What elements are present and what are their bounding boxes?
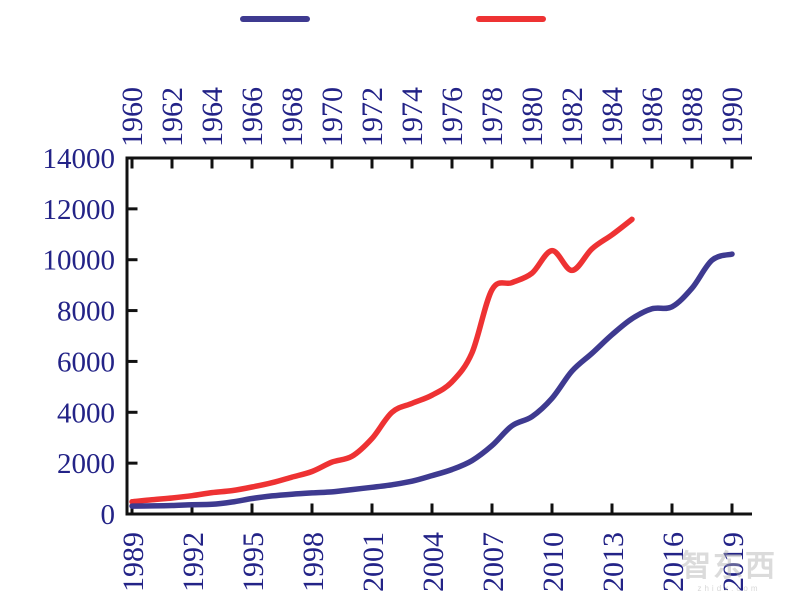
y-axis-tick-label: 2000 xyxy=(57,448,115,480)
top-x-axis-tick-label: 1966 xyxy=(236,87,269,147)
top-x-axis-tick-label: 1988 xyxy=(676,87,709,147)
top-x-axis-tick-label: 1986 xyxy=(636,87,669,147)
top-x-axis-tick-label: 1976 xyxy=(436,87,469,147)
bottom-x-axis-tick-label: 2001 xyxy=(357,532,390,592)
top-x-axis-tick-label: 1978 xyxy=(476,87,509,147)
bottom-x-axis-tick-label: 1998 xyxy=(297,532,330,592)
top-x-axis-tick-label: 1990 xyxy=(716,87,749,147)
legend-swatch-red-line xyxy=(476,16,546,22)
top-x-axis-tick-label: 1982 xyxy=(556,87,589,147)
series-line-blue-series xyxy=(129,251,735,509)
top-x-axis-tick-label: 1972 xyxy=(356,87,389,147)
y-axis-tick-label: 14000 xyxy=(43,143,116,175)
y-axis-tick-label: 0 xyxy=(101,499,116,531)
bottom-x-axis-tick-label: 2007 xyxy=(477,532,510,592)
top-x-axis-tick-label: 1960 xyxy=(116,87,149,147)
top-x-axis-tick-label: 1974 xyxy=(396,87,429,147)
y-axis-tick-label: 4000 xyxy=(57,397,115,429)
bottom-x-axis-tick-label: 2010 xyxy=(537,532,570,592)
top-x-axis-tick-label: 1964 xyxy=(196,87,229,147)
legend-swatch-blue-line xyxy=(240,16,310,22)
y-axis-tick-label: 10000 xyxy=(43,245,116,277)
bottom-x-axis-tick-label: 2016 xyxy=(657,532,690,592)
top-x-axis-tick-label: 1980 xyxy=(516,87,549,147)
y-axis-tick-label: 6000 xyxy=(57,346,115,378)
bottom-x-axis-tick-label: 1992 xyxy=(177,532,210,592)
bottom-x-axis-tick-label: 1989 xyxy=(117,532,150,592)
bottom-x-axis-tick-label: 2004 xyxy=(417,532,450,592)
top-x-axis-tick-label: 1984 xyxy=(596,87,629,147)
y-axis-tick-label: 12000 xyxy=(43,194,116,226)
series-line-red-series xyxy=(129,216,635,505)
y-axis-tick-label: 8000 xyxy=(57,296,115,328)
top-x-axis-tick-label: 1970 xyxy=(316,87,349,147)
bottom-x-axis-tick-label: 1995 xyxy=(237,532,270,592)
top-x-axis-tick-label: 1968 xyxy=(276,87,309,147)
bottom-x-axis-tick-label: 2013 xyxy=(597,532,630,592)
top-x-axis-tick-label: 1962 xyxy=(156,87,189,147)
bottom-x-axis-tick-label: 2019 xyxy=(717,532,750,592)
